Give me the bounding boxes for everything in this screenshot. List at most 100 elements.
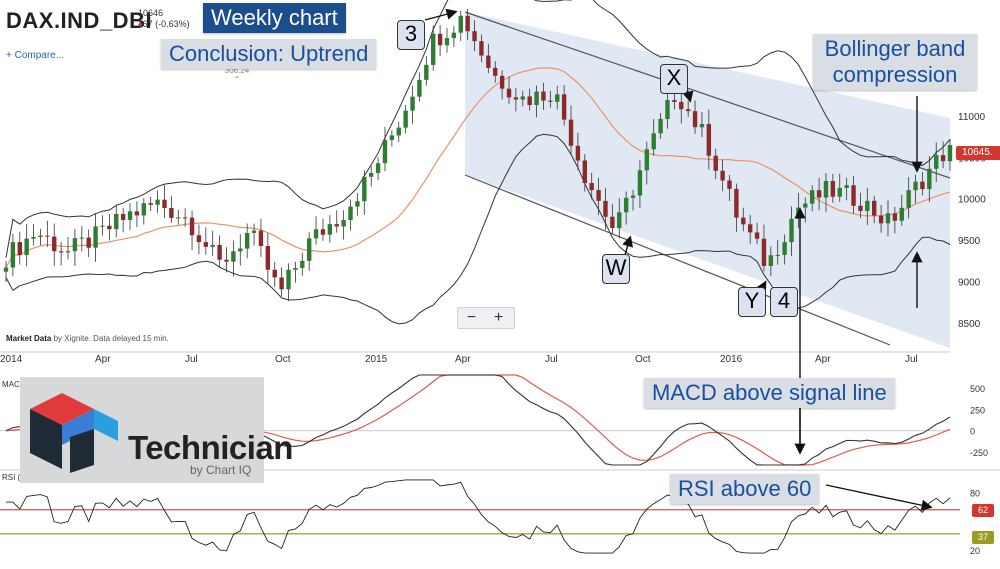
technician-logo: Technician by Chart IQ — [20, 377, 293, 483]
candle-body — [424, 64, 429, 80]
candle-body — [300, 260, 305, 268]
candle-body — [747, 224, 753, 233]
time-tick-label: 2015 — [365, 354, 388, 365]
wave-x-tag: X — [660, 64, 688, 94]
price-panel — [3, 0, 953, 348]
rsi-tick-label: 20 — [970, 546, 980, 556]
candle-body — [272, 269, 277, 278]
candle-body — [823, 180, 829, 198]
annotation-arrows — [424, 8, 933, 511]
candle-body — [520, 96, 525, 100]
candle-body — [803, 203, 808, 208]
compare-button[interactable]: + Compare... — [6, 50, 65, 61]
current-price-badge: 10645. — [956, 146, 1000, 160]
candle-body — [431, 33, 436, 65]
rsi-low-level-badge: 37 — [972, 531, 994, 544]
wave-w-tag: W — [602, 254, 630, 284]
candle-body — [665, 100, 670, 119]
time-tick-label: Apr — [95, 354, 111, 365]
candle-body — [45, 235, 50, 237]
candle-body — [410, 96, 415, 111]
macd-tick-label: -250 — [970, 448, 988, 458]
symbol-title: DAX.IND_DBI — [6, 8, 153, 33]
price-tick-label: 11000 — [958, 112, 986, 123]
candle-body — [816, 190, 822, 198]
candle-body — [699, 124, 705, 128]
zoom-in-button[interactable]: + — [493, 309, 504, 326]
candle-body — [52, 236, 57, 252]
bollinger-note: Bollinger band compression — [813, 34, 977, 90]
macd-tick-label: 0 — [970, 427, 975, 437]
zoom-out-button[interactable]: − — [466, 309, 477, 326]
candle-body — [575, 145, 581, 161]
candle-body — [72, 238, 78, 252]
macd-panel-label: MACD — [2, 380, 26, 389]
candle-body — [65, 251, 71, 253]
candle-body — [472, 31, 477, 42]
candle-body — [217, 244, 222, 260]
candle-body — [182, 217, 188, 219]
candle-body — [789, 218, 794, 243]
logo-mark-icon — [30, 393, 118, 473]
candle-body — [589, 183, 594, 191]
channel-lower-line — [464, 174, 891, 346]
candle-body — [265, 245, 271, 270]
candle-body — [417, 79, 422, 97]
wave-4-tag: 4 — [770, 287, 798, 317]
rsi-panel-label: RSI (7) — [2, 473, 28, 482]
candle-body — [617, 212, 622, 229]
candle-body — [451, 32, 457, 39]
candle-body — [844, 185, 849, 188]
time-tick-label: Jul — [545, 354, 558, 365]
candle-body — [499, 75, 505, 89]
candle-body — [892, 213, 898, 221]
credit-brand[interactable]: Market Data — [6, 334, 52, 343]
candle-body — [127, 211, 133, 220]
rsi-panel — [0, 479, 960, 554]
candle-body — [858, 205, 863, 211]
candle-body — [809, 190, 815, 204]
price-tick-label: 9500 — [958, 236, 981, 247]
candle-body — [286, 269, 291, 290]
candle-body — [148, 203, 153, 205]
time-tick-label: Jul — [905, 354, 918, 365]
candle-body — [396, 127, 401, 136]
weekly-chart-note: Weekly chart — [203, 3, 346, 33]
candle-body — [741, 217, 746, 225]
price-change: ♦67 (-0.63%) — [138, 19, 190, 30]
chevron-up-icon: ⌃ — [233, 75, 241, 84]
candle-body — [375, 163, 381, 173]
collapsed-info[interactable]: 306.24 ⌃ — [202, 66, 272, 96]
candle-body — [754, 232, 760, 239]
candle-body — [31, 236, 36, 239]
candle-body — [279, 277, 284, 290]
bollinger-note-line1: Bollinger band — [824, 36, 966, 61]
candle-body — [568, 119, 574, 146]
macd-tick-label: 500 — [970, 384, 985, 394]
candle-body — [651, 133, 656, 150]
rsi-high-level-badge: 62 — [972, 504, 994, 517]
time-tick-label: Apr — [455, 354, 471, 365]
candle-body — [623, 197, 629, 213]
candle-body — [58, 251, 64, 253]
candle-body — [486, 55, 491, 68]
rsi-note: RSI above 60 — [670, 474, 820, 504]
candle-body — [679, 101, 684, 110]
zoom-controls: − + — [457, 307, 515, 329]
candle-body — [107, 225, 112, 230]
time-tick-label: 2016 — [720, 354, 743, 365]
candle-body — [176, 217, 181, 219]
candle-body — [210, 244, 215, 247]
candle-body — [368, 172, 374, 177]
candle-body — [17, 242, 22, 256]
candle-body — [561, 94, 567, 120]
time-tick-label: Jul — [185, 354, 198, 365]
candle-body — [830, 180, 836, 197]
last-price: 10646 — [138, 8, 164, 18]
wave-w-arrow — [622, 235, 634, 256]
candle-body — [637, 170, 643, 196]
candle-body — [479, 41, 484, 56]
logo-title: Technician — [128, 429, 293, 466]
candle-body — [3, 267, 9, 272]
candle-body — [348, 206, 353, 220]
